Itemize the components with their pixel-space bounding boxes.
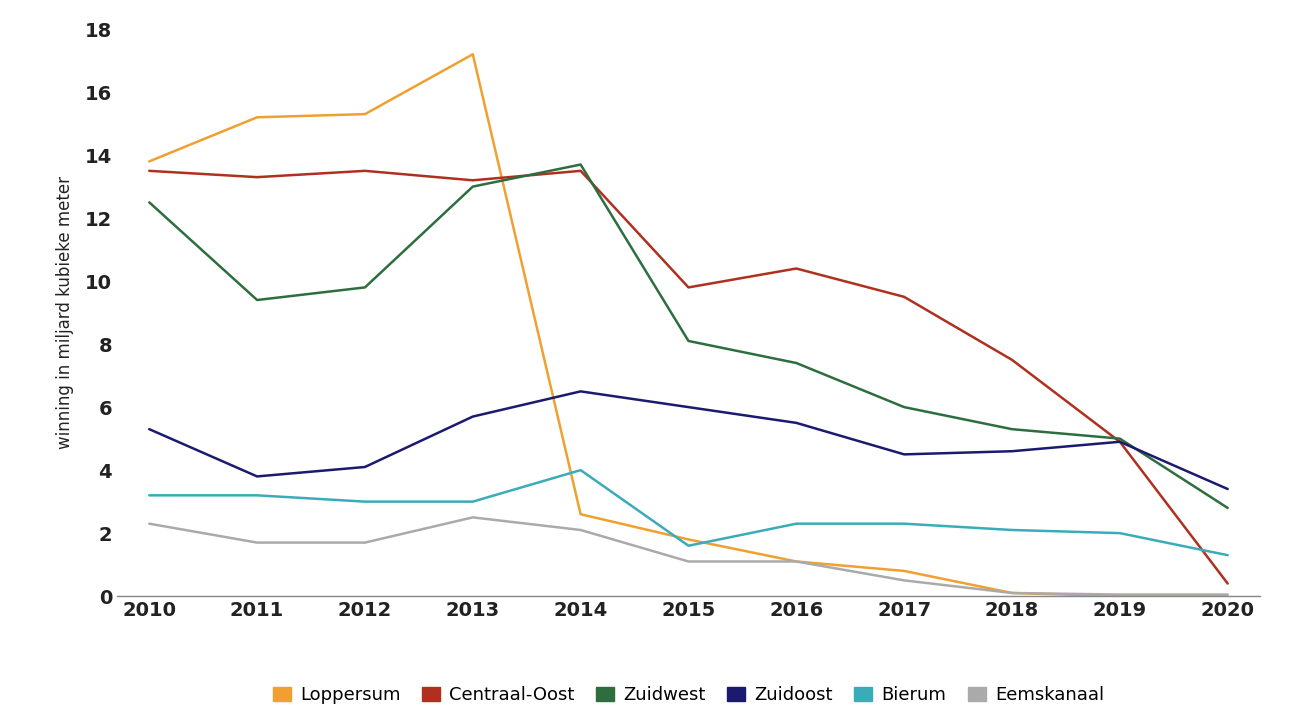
Bierum [788, 519, 804, 528]
Bierum [1220, 551, 1235, 560]
Zuidoost [142, 425, 157, 433]
Centraal-Oost [1112, 438, 1128, 446]
Zuidoost [788, 419, 804, 427]
Line: Loppersum: Loppersum [149, 55, 1228, 596]
Bierum [1112, 529, 1128, 537]
Loppersum [1220, 592, 1235, 601]
Bierum [573, 466, 588, 475]
Loppersum [1004, 589, 1020, 598]
Zuidoost [1112, 438, 1128, 446]
Legend: Loppersum, Centraal-Oost, Zuidwest, Zuidoost, Bierum, Eemskanaal: Loppersum, Centraal-Oost, Zuidwest, Zuid… [265, 679, 1112, 711]
Zuidoost [357, 462, 373, 471]
Centraal-Oost [788, 264, 804, 273]
Bierum [357, 497, 373, 506]
Zuidwest [681, 337, 696, 345]
Zuidwest [1220, 504, 1235, 513]
Zuidwest [1004, 425, 1020, 433]
Zuidwest [573, 160, 588, 169]
Loppersum [788, 557, 804, 566]
Bierum [465, 497, 481, 506]
Zuidoost [681, 403, 696, 411]
Loppersum [142, 157, 157, 166]
Zuidwest [788, 358, 804, 367]
Loppersum [465, 50, 481, 59]
Eemskanaal [788, 557, 804, 566]
Eemskanaal [465, 513, 481, 522]
Zuidoost [465, 412, 481, 421]
Zuidwest [896, 403, 912, 411]
Line: Eemskanaal: Eemskanaal [149, 518, 1228, 595]
Zuidoost [1220, 485, 1235, 494]
Line: Zuidoost: Zuidoost [149, 391, 1228, 489]
Centraal-Oost [573, 166, 588, 175]
Bierum [249, 491, 265, 499]
Loppersum [896, 566, 912, 575]
Zuidoost [1004, 447, 1020, 456]
Centraal-Oost [142, 166, 157, 175]
Zuidwest [357, 283, 373, 292]
Bierum [1004, 526, 1020, 534]
Eemskanaal [357, 538, 373, 547]
Line: Zuidwest: Zuidwest [149, 164, 1228, 508]
Eemskanaal [1112, 590, 1128, 599]
Loppersum [573, 510, 588, 518]
Loppersum [1112, 592, 1128, 601]
Bierum [142, 491, 157, 499]
Zuidwest [249, 296, 265, 305]
Bierum [896, 519, 912, 528]
Eemskanaal [896, 576, 912, 585]
Centraal-Oost [1004, 356, 1020, 364]
Zuidoost [573, 387, 588, 395]
Centraal-Oost [681, 283, 696, 292]
Eemskanaal [1220, 590, 1235, 599]
Eemskanaal [1004, 589, 1020, 598]
Zuidoost [896, 450, 912, 459]
Loppersum [249, 113, 265, 121]
Zuidwest [465, 182, 481, 191]
Zuidwest [142, 198, 157, 206]
Centraal-Oost [1220, 579, 1235, 588]
Loppersum [357, 110, 373, 119]
Eemskanaal [573, 526, 588, 534]
Eemskanaal [142, 519, 157, 528]
Y-axis label: winning in miljard kubieke meter: winning in miljard kubieke meter [56, 176, 74, 449]
Centraal-Oost [249, 173, 265, 182]
Eemskanaal [681, 557, 696, 566]
Loppersum [681, 535, 696, 544]
Centraal-Oost [465, 176, 481, 185]
Line: Centraal-Oost: Centraal-Oost [149, 171, 1228, 584]
Eemskanaal [249, 538, 265, 547]
Zuidwest [1112, 434, 1128, 443]
Bierum [681, 542, 696, 550]
Line: Bierum: Bierum [149, 470, 1228, 555]
Zuidoost [249, 472, 265, 481]
Centraal-Oost [896, 292, 912, 301]
Centraal-Oost [357, 166, 373, 175]
